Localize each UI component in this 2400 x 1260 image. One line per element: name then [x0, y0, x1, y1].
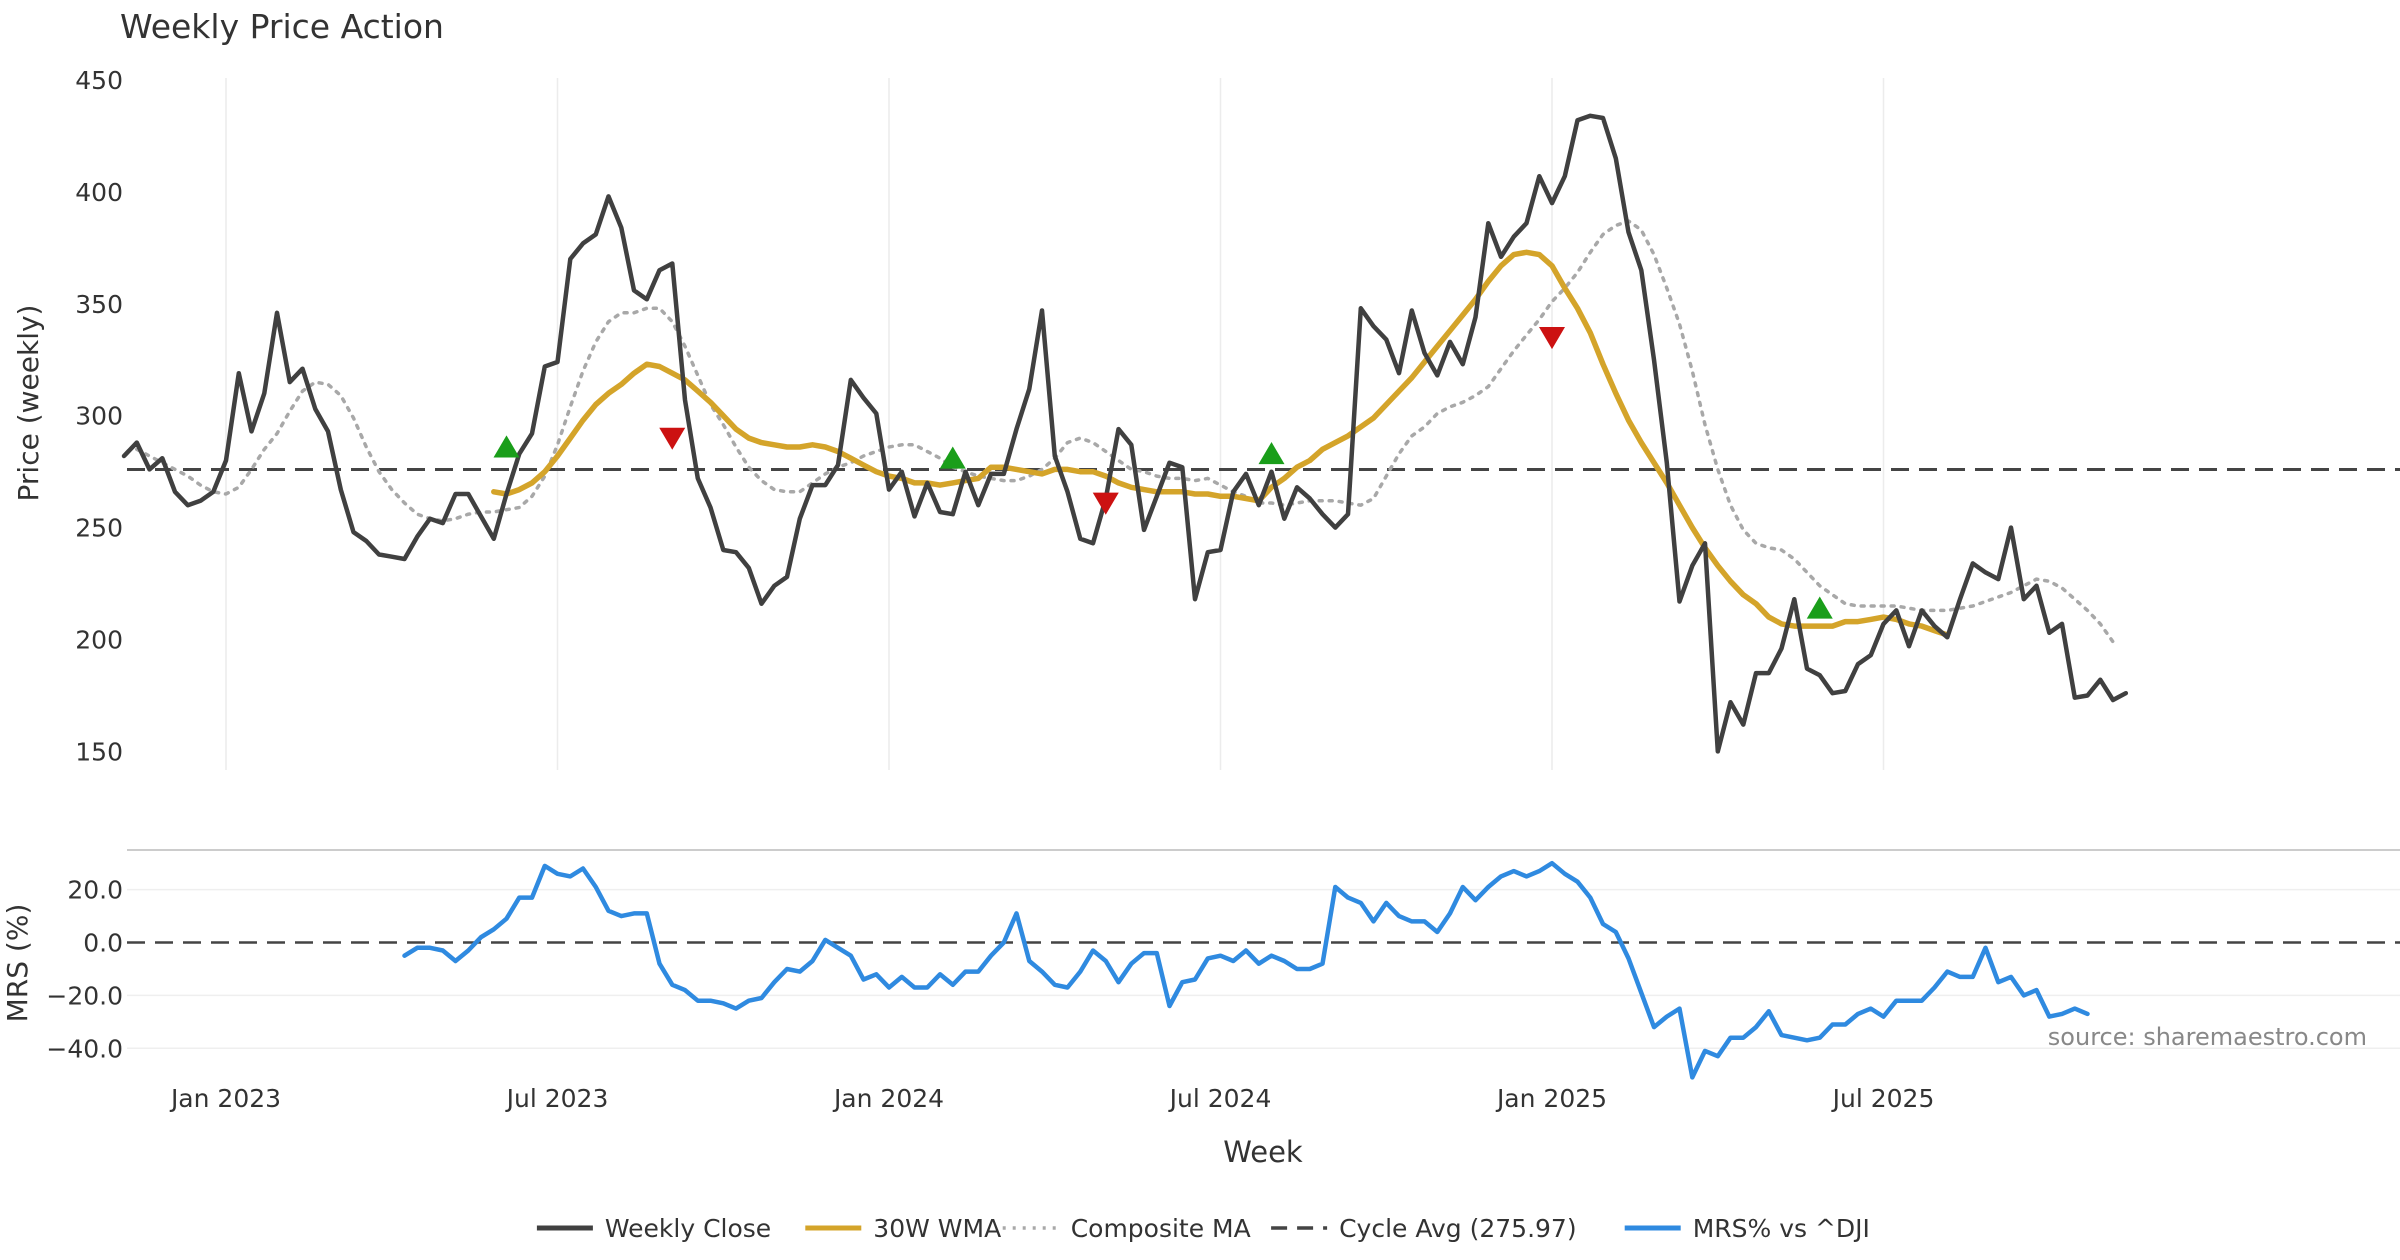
top-y-tick-label: 200 [75, 626, 123, 655]
top-panel-y-ticks: 150 200 250 300 350 400 450 [75, 66, 123, 766]
x-tick-label: Jul 2024 [1168, 1084, 1272, 1113]
buy-signal-marker [493, 435, 520, 458]
sell-signal-marker [1539, 326, 1565, 350]
top-y-tick-label: 450 [75, 66, 123, 95]
bottom-y-tick-label: 20.0 [67, 876, 123, 905]
top-y-tick-label: 250 [75, 514, 123, 543]
sell-signal-marker [659, 427, 686, 450]
buy-signal-marker [939, 446, 966, 469]
buy-signal-marker [1258, 442, 1285, 465]
legend-label: 30W WMA [873, 1214, 1001, 1243]
buy-signal-marker [1806, 596, 1833, 619]
composite-ma-line [135, 219, 2115, 644]
sell-signal-marker [1092, 492, 1119, 515]
bottom-panel-grid [127, 849, 2400, 1050]
x-tick-label: Jul 2025 [1831, 1084, 1935, 1113]
top-panel-grid [225, 78, 1885, 770]
top-y-tick-label: 350 [75, 290, 123, 319]
legend-label: Cycle Avg (275.97) [1339, 1214, 1577, 1243]
top-y-axis-label: Price (weekly) [12, 305, 45, 502]
x-tick-label: Jan 2023 [169, 1084, 281, 1113]
legend-label: Weekly Close [605, 1214, 771, 1243]
x-axis-ticks: Jan 2023 Jul 2023 Jan 2024 Jul 2024 Jan 2025… [169, 1084, 1934, 1113]
bottom-y-tick-label: −40.0 [46, 1034, 123, 1063]
weekly-close-line [121, 113, 2129, 754]
legend-label: Composite MA [1071, 1214, 1251, 1243]
top-panel-series [121, 113, 2129, 754]
mrs-line [402, 860, 2090, 1080]
x-axis-label: Week [1223, 1135, 1303, 1169]
x-tick-label: Jul 2023 [505, 1084, 609, 1113]
legend-item: 30W WMA [805, 1214, 1001, 1243]
legend-item: MRS% vs ^DJI [1624, 1214, 1870, 1243]
bottom-panel-series [402, 860, 2090, 1080]
bottom-y-axis-label: MRS (%) [1, 904, 34, 1023]
legend-item: Weekly Close [536, 1214, 771, 1243]
bottom-y-tick-label: 0.0 [83, 929, 123, 958]
top-y-tick-label: 300 [75, 402, 123, 431]
x-tick-label: Jan 2025 [1495, 1084, 1607, 1113]
legend: Weekly Close 30W WMA Composite MA Cycle Avg… [536, 1214, 1870, 1243]
legend-label: MRS% vs ^DJI [1693, 1214, 1870, 1243]
legend-item: Composite MA [1002, 1214, 1251, 1243]
top-y-tick-label: 150 [75, 737, 123, 766]
chart-title: Weekly Price Action [120, 7, 444, 46]
bottom-panel-y-ticks: 20.0 0.0 −20.0 −40.0 [46, 876, 123, 1064]
top-y-tick-label: 400 [75, 178, 123, 207]
top-panel-markers [493, 326, 1833, 619]
legend-item: Cycle Avg (275.97) [1271, 1214, 1577, 1243]
source-annotation: source: sharemaestro.com [2048, 1023, 2367, 1051]
bottom-y-tick-label: −20.0 [46, 981, 123, 1010]
x-tick-label: Jan 2024 [832, 1084, 944, 1113]
